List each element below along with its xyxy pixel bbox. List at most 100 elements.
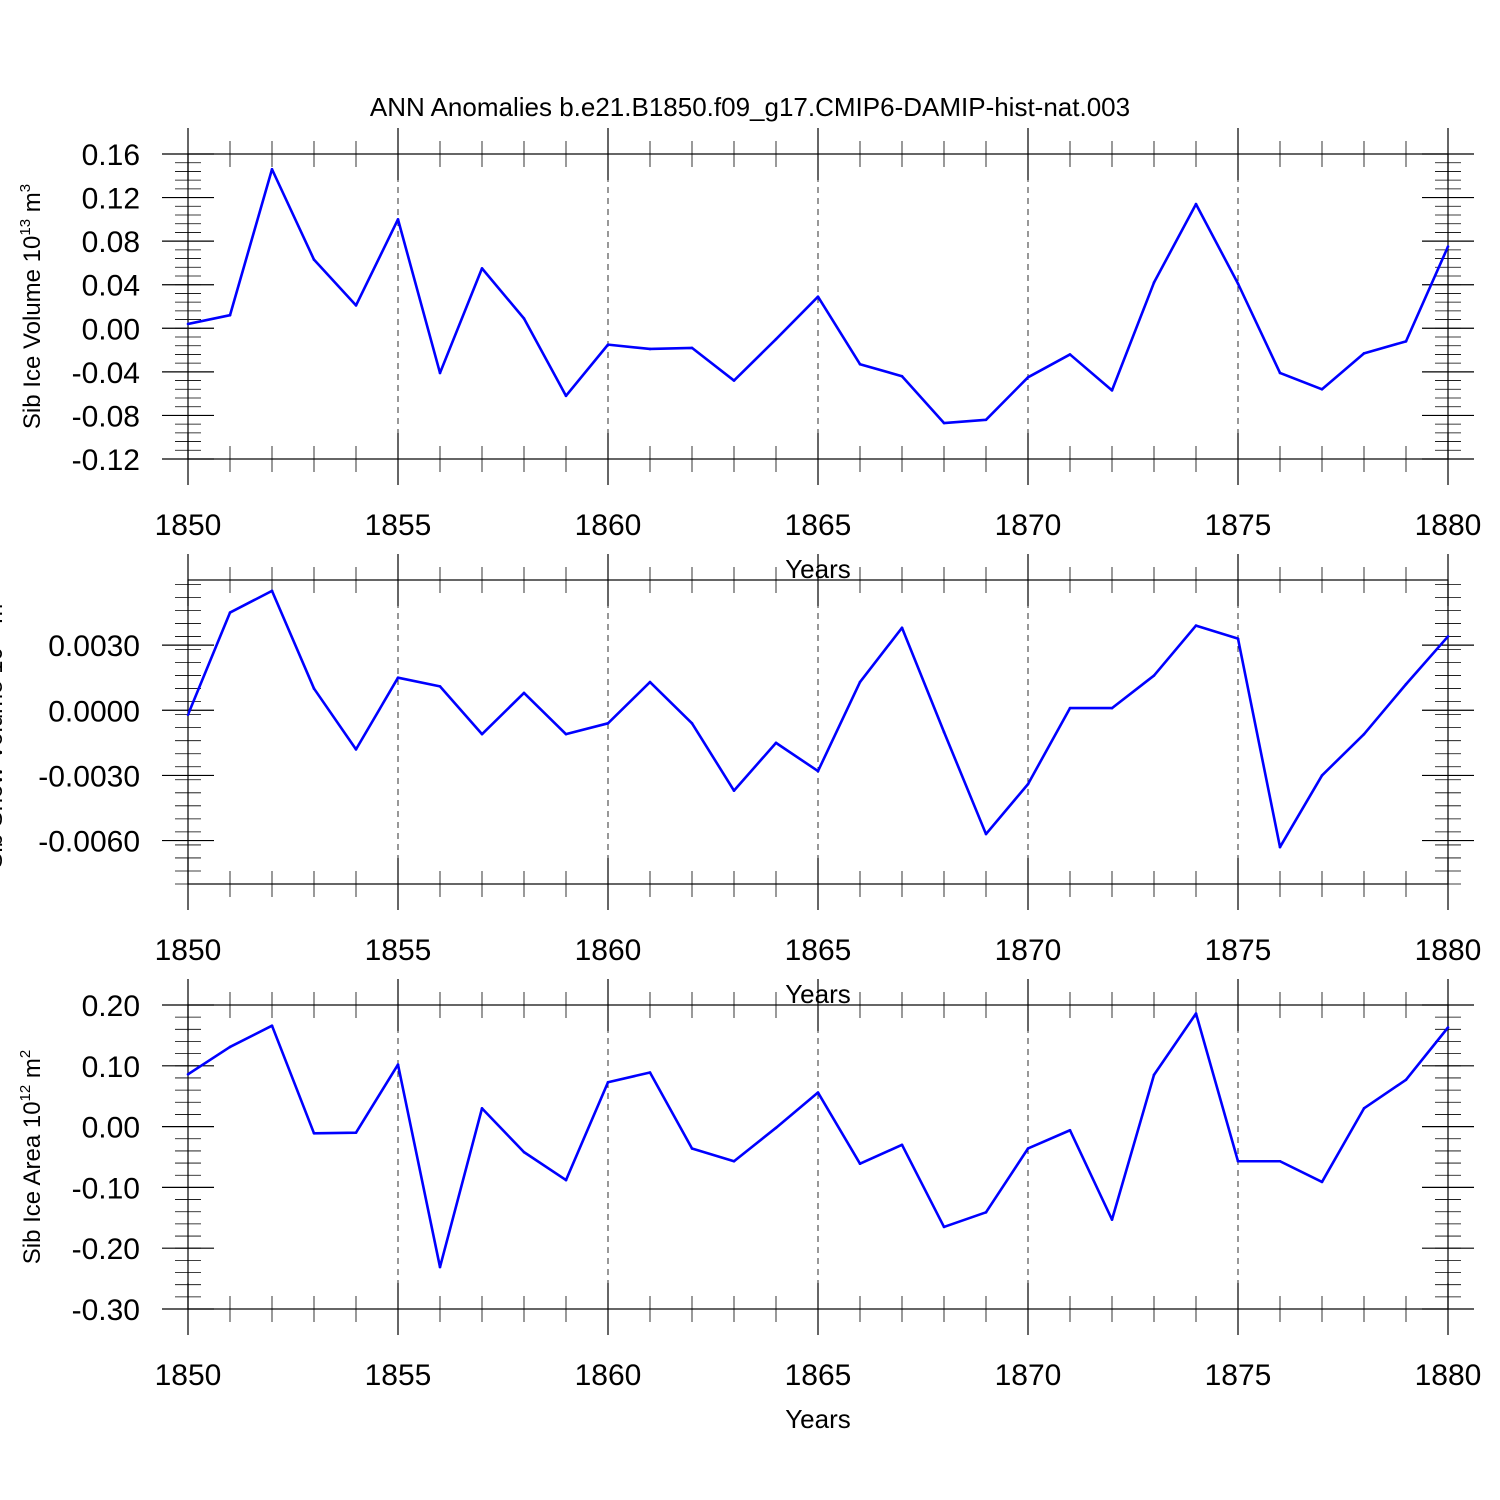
xtick-label: 1855 xyxy=(365,1359,432,1392)
data-point xyxy=(942,730,946,734)
data-point xyxy=(690,346,694,350)
data-point xyxy=(186,713,190,716)
data-point xyxy=(1446,245,1450,248)
data-point xyxy=(522,1150,526,1154)
data-point xyxy=(1068,353,1072,356)
y-axis-label: Sib Ice Area 1012 m2 xyxy=(17,1050,46,1264)
data-point xyxy=(1152,1073,1156,1077)
data-point xyxy=(438,685,442,688)
ytick-label: -0.30 xyxy=(72,1294,140,1327)
data-point xyxy=(1236,637,1240,640)
data-point xyxy=(1404,682,1408,686)
data-point xyxy=(1446,635,1450,638)
data-point xyxy=(522,691,526,695)
y-axis-label: Sib Snow Volume 1013 m3 xyxy=(0,595,8,868)
panel-2: -0.0060 -0.0030 0.0000 0.0030 1850 1855 1860 18… xyxy=(0,554,1481,1009)
data-point xyxy=(1404,340,1408,343)
xtick-label: 1875 xyxy=(1205,509,1272,542)
xtick-label: 1855 xyxy=(365,509,432,542)
xtick-label: 1875 xyxy=(1205,934,1272,967)
ytick-label: -0.08 xyxy=(72,400,140,433)
data-point xyxy=(1026,782,1030,786)
data-point xyxy=(1110,706,1114,710)
data-point xyxy=(858,680,862,684)
data-point xyxy=(732,379,736,382)
data-point xyxy=(312,1131,316,1135)
data-point xyxy=(270,167,274,171)
data-point xyxy=(354,748,358,751)
ytick-label: 0.0030 xyxy=(48,630,140,663)
data-point xyxy=(984,1211,988,1214)
data-point xyxy=(354,304,358,307)
data-point xyxy=(564,1178,568,1182)
ytick-label: 0.08 xyxy=(82,226,140,259)
data-point xyxy=(774,1126,778,1130)
xtick-label: 1865 xyxy=(785,509,852,542)
ytick-label: 0.00 xyxy=(82,1112,140,1145)
ytick-label: -0.04 xyxy=(72,357,140,390)
data-point xyxy=(1110,1218,1114,1221)
data-point xyxy=(1026,1147,1030,1150)
data-point xyxy=(1362,1107,1366,1110)
data-point xyxy=(816,1091,820,1094)
data-point xyxy=(312,687,316,690)
data-point xyxy=(690,1147,694,1150)
y-axis-label: Sib Ice Volume 1013 m3 xyxy=(17,184,46,429)
data-point xyxy=(270,1024,274,1027)
data-point xyxy=(816,769,820,773)
data-point xyxy=(1194,624,1198,627)
data-point xyxy=(648,680,652,684)
ytick-label: 0.20 xyxy=(82,990,140,1023)
data-point xyxy=(732,789,736,792)
data-point xyxy=(1404,1078,1408,1082)
panel-1: -0.12 -0.08 -0.04 0.00 0.04 0.08 0.12 0.16 1850 1… xyxy=(17,128,1481,584)
data-point xyxy=(396,1063,400,1066)
xtick-label: 1880 xyxy=(1415,934,1482,967)
data-point xyxy=(1194,1012,1198,1015)
data-point xyxy=(480,267,484,270)
data-point xyxy=(942,421,946,425)
xtick-label: 1865 xyxy=(785,1359,852,1392)
data-point xyxy=(900,626,904,630)
xtick-label: 1850 xyxy=(155,509,222,542)
ytick-label: -0.10 xyxy=(72,1172,140,1205)
xtick-label: 1860 xyxy=(575,934,642,967)
data-point xyxy=(564,732,568,736)
data-point xyxy=(186,1073,190,1076)
data-point xyxy=(186,322,190,326)
data-point xyxy=(1068,706,1072,710)
xtick-label: 1850 xyxy=(155,934,222,967)
ytick-label: 0.00 xyxy=(82,313,140,346)
data-point xyxy=(984,832,988,836)
data-point xyxy=(1278,845,1282,849)
data-point xyxy=(228,611,232,614)
ytick-label: 0.12 xyxy=(82,183,140,216)
data-point xyxy=(480,1107,484,1110)
data-point xyxy=(1110,389,1114,392)
data-point xyxy=(438,371,442,375)
xtick-label: 1870 xyxy=(995,509,1062,542)
ytick-label: -0.0030 xyxy=(38,760,140,793)
data-point xyxy=(522,317,526,320)
data-point xyxy=(648,1071,652,1074)
data-point xyxy=(942,1225,946,1229)
data-point xyxy=(774,741,778,745)
x-axis-label: Years xyxy=(785,1404,851,1434)
data-point xyxy=(1152,674,1156,677)
data-point xyxy=(396,676,400,680)
xtick-label: 1855 xyxy=(365,934,432,967)
data-point xyxy=(1278,371,1282,375)
xtick-label: 1860 xyxy=(575,509,642,542)
xtick-label: 1860 xyxy=(575,1359,642,1392)
data-point xyxy=(228,313,232,317)
data-point xyxy=(1152,281,1156,284)
data-point xyxy=(354,1131,358,1134)
data-point xyxy=(480,732,484,736)
xtick-label: 1880 xyxy=(1415,509,1482,542)
data-point xyxy=(228,1045,232,1049)
data-point xyxy=(1236,1159,1240,1163)
xtick-label: 1850 xyxy=(155,1359,222,1392)
xtick-label: 1870 xyxy=(995,934,1062,967)
data-point xyxy=(1362,732,1366,736)
